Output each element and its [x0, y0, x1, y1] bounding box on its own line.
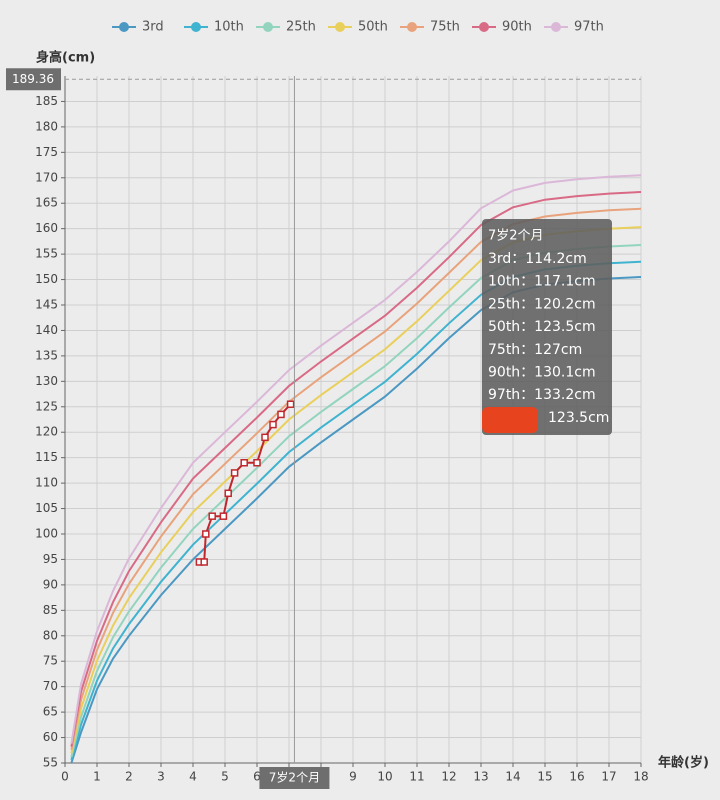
tooltip-row: 97th：133.2cm — [488, 387, 596, 403]
legend-marker — [335, 22, 345, 32]
tooltip-title: 7岁2个月 — [488, 229, 544, 244]
tooltip-measured: 123.5cm — [548, 410, 609, 426]
x-tick-label: 0 — [61, 770, 69, 784]
x-tick-label: 18 — [633, 770, 648, 784]
y-tick-label: 110 — [35, 476, 58, 490]
x-tick-label: 13 — [473, 770, 488, 784]
y-tick-label: 140 — [35, 323, 58, 337]
measured-point — [261, 433, 269, 442]
tooltip-row: 25th：120.2cm — [488, 296, 596, 312]
y-tick-label: 60 — [43, 730, 58, 744]
x-tick-label: 11 — [409, 770, 424, 784]
legend-marker — [263, 22, 273, 32]
x-axis-title: 年龄(岁) — [658, 755, 709, 771]
legend-label: 90th — [502, 20, 532, 35]
x-tick-label: 10 — [377, 770, 392, 784]
tooltip-row: 50th：123.5cm — [488, 319, 596, 335]
measured-point — [269, 420, 277, 429]
pointer-y-box — [6, 68, 61, 91]
measured-point — [202, 530, 210, 538]
x-tick-label: 3 — [157, 770, 165, 784]
legend-label: 50th — [358, 20, 388, 35]
tooltip-row: 3rd：114.2cm — [488, 251, 587, 267]
x-tick-label: 5 — [221, 770, 229, 784]
y-tick-label: 165 — [35, 196, 58, 210]
x-tick-label: 4 — [189, 770, 197, 784]
x-tick-label: 12 — [441, 770, 456, 784]
legend-label: 3rd — [142, 20, 164, 35]
redaction — [482, 407, 538, 433]
measured-point — [277, 410, 285, 419]
y-tick-label: 180 — [35, 119, 58, 133]
y-tick-label: 145 — [35, 298, 58, 312]
legend-label: 10th — [214, 20, 244, 35]
measured-point — [253, 459, 261, 467]
legend-marker — [551, 22, 561, 32]
y-tick-label: 170 — [35, 170, 58, 184]
legend-label: 75th — [430, 20, 460, 35]
y-axis-title: 身高(cm) — [36, 50, 95, 66]
tooltip-row: 10th：117.1cm — [488, 274, 596, 290]
y-tick-label: 120 — [35, 425, 58, 439]
y-tick-label: 155 — [35, 247, 58, 261]
pointer-x-label: 7岁2个月 — [269, 770, 320, 785]
x-tick-label: 1 — [93, 770, 101, 784]
y-tick-label: 65 — [43, 705, 58, 719]
y-tick-label: 160 — [35, 221, 58, 235]
measured-point — [230, 469, 239, 477]
y-tick-label: 80 — [43, 628, 58, 642]
pointer-y-label: 189.36 — [12, 72, 54, 86]
y-tick-label: 70 — [43, 679, 58, 693]
y-tick-label: 150 — [35, 272, 58, 286]
x-tick-label: 14 — [505, 770, 520, 784]
legend-label: 97th — [574, 20, 604, 35]
legend-marker — [479, 22, 489, 32]
y-tick-label: 135 — [35, 348, 58, 362]
x-tick-label: 16 — [569, 770, 584, 784]
y-tick-label: 75 — [43, 654, 58, 668]
legend-marker — [191, 22, 201, 32]
tooltip-box — [482, 219, 612, 435]
y-tick-label: 125 — [35, 399, 58, 413]
y-tick-label: 185 — [35, 94, 58, 108]
y-tick-label: 95 — [43, 552, 58, 566]
measured-point — [286, 400, 295, 408]
legend-label: 25th — [286, 20, 316, 35]
legend-marker — [407, 22, 417, 32]
x-tick-label: 9 — [349, 770, 357, 784]
tooltip-row: 90th：130.1cm — [488, 365, 596, 381]
pointer-x-box — [259, 767, 330, 789]
y-tick-label: 175 — [35, 145, 58, 159]
measured-point — [240, 459, 248, 467]
y-tick-label: 85 — [43, 603, 58, 617]
x-tick-label: 15 — [537, 770, 552, 784]
tooltip-row: 75th：127cm — [488, 342, 582, 358]
legend-marker — [119, 22, 129, 32]
y-tick-label: 90 — [43, 577, 58, 591]
percentile-line — [70, 174, 642, 744]
y-tick-label: 100 — [35, 527, 58, 541]
measured-point — [219, 512, 228, 520]
y-tick-label: 115 — [35, 450, 58, 464]
measured-point — [200, 558, 208, 566]
measured-point — [224, 489, 232, 498]
percentile-line — [70, 191, 642, 747]
x-tick-label: 6 — [253, 770, 261, 784]
measured-point — [208, 512, 216, 520]
y-tick-label: 105 — [35, 501, 58, 515]
x-tick-label: 2 — [125, 770, 133, 784]
x-tick-label: 17 — [601, 770, 616, 784]
y-tick-label: 130 — [35, 374, 58, 388]
y-tick-label: 55 — [43, 756, 58, 770]
